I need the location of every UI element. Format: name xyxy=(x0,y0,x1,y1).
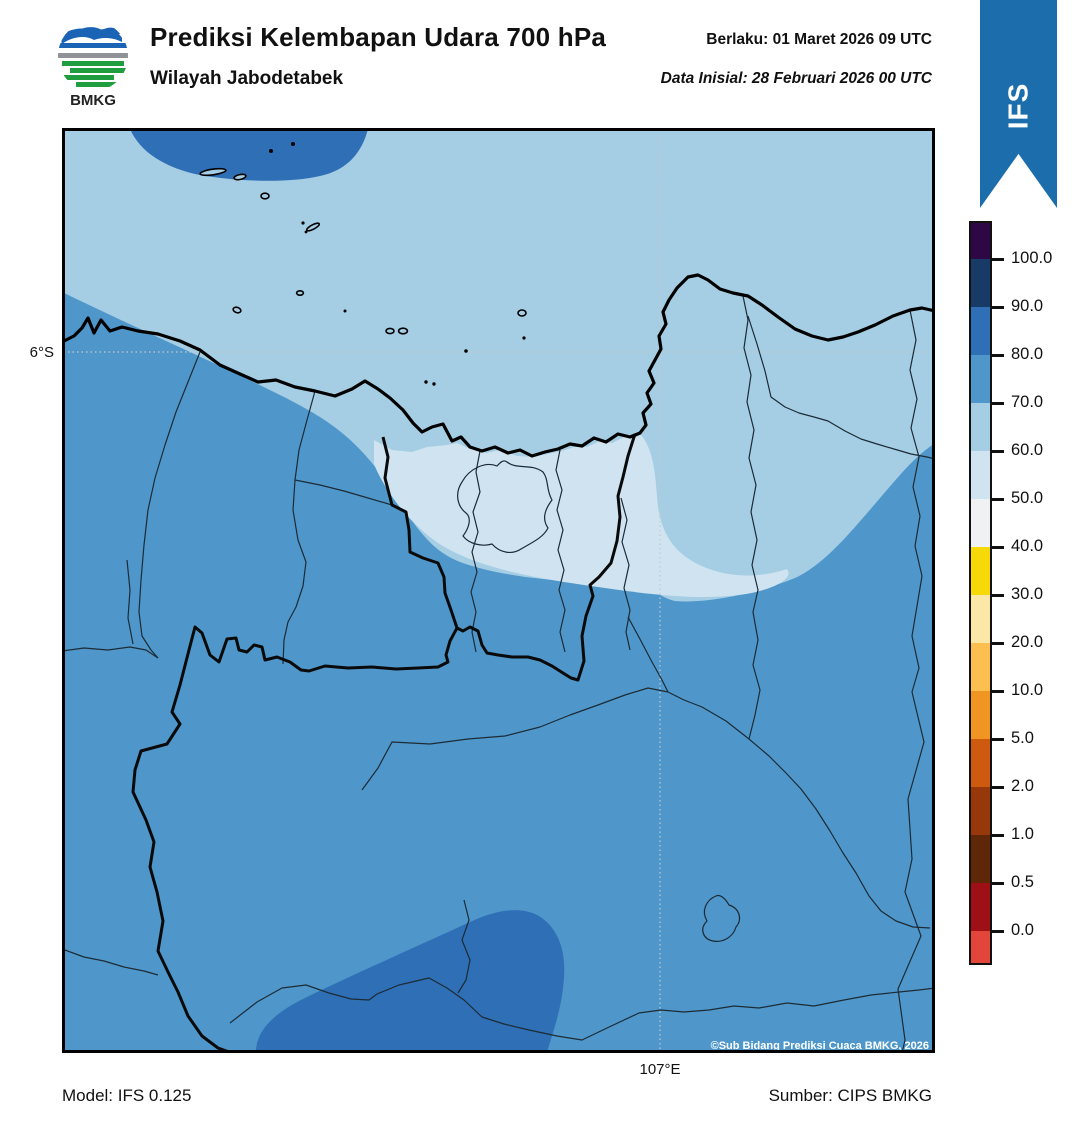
humidity-region-80-90-top xyxy=(130,129,368,181)
colorbar-tick-label: 2.0 xyxy=(1011,777,1034,795)
colorbar-tick xyxy=(992,497,1004,501)
colorbar-tick xyxy=(992,545,1004,549)
colorbar-scale: 100.0 90.0 80.0 70.0 60.0 50.0 40.0 30.0 20.0 10.… xyxy=(992,221,1081,965)
colorbar-tick-label: 0.5 xyxy=(1011,873,1034,891)
province-boundaries-thick xyxy=(131,433,637,1053)
humidity-region-80-90-bottom xyxy=(256,910,565,1052)
colorbar-tick xyxy=(992,257,1004,261)
banten-westjava-boundary xyxy=(131,625,459,1053)
valid-time-label: Berlaku: 01 Maret 2026 09 UTC xyxy=(706,31,932,48)
colorbar-segment-20-30 xyxy=(971,595,990,643)
colorbar-tick-label: 30.0 xyxy=(1011,585,1044,603)
colorbar-tick xyxy=(992,353,1004,357)
colorbar-tick xyxy=(992,305,1004,309)
colorbar-segment-10-20 xyxy=(971,643,990,691)
colorbar-segment-2-5 xyxy=(971,739,990,787)
jakarta-boundary xyxy=(381,433,637,682)
graticule xyxy=(63,129,934,1052)
islands xyxy=(199,167,527,335)
colorbar-tick-label: 40.0 xyxy=(1011,537,1044,555)
map-border xyxy=(62,128,935,1053)
colorbar-segment-60-70 xyxy=(971,403,990,451)
colorbar-tick-label: 20.0 xyxy=(1011,633,1044,651)
colorbar-tick-label: 0.0 xyxy=(1011,921,1034,939)
page-subtitle: Wilayah Jabodetabek xyxy=(150,68,344,89)
ifs-ribbon-text: IFS xyxy=(1002,82,1034,130)
source-label: Sumber: CIPS BMKG xyxy=(768,1086,932,1105)
colorbar-tick-label: 5.0 xyxy=(1011,729,1034,747)
map-canvas: ©Sub Bidang Prediksi Cuaca BMKG, 2026 xyxy=(62,128,935,1053)
colorbar-tick-label: 50.0 xyxy=(1011,489,1044,507)
colorbar-segment-1-2 xyxy=(971,787,990,835)
colorbar-segment-50-60 xyxy=(971,451,990,499)
colorbar-tick xyxy=(992,449,1004,453)
colorbar-segment-80-90 xyxy=(971,307,990,355)
colorbar-tick xyxy=(992,881,1004,885)
colorbar-tick xyxy=(992,593,1004,597)
page-title: Prediksi Kelembapan Udara 700 hPa xyxy=(150,22,607,52)
bmkg-logo: BMKG xyxy=(58,21,128,108)
colorbar-tick-label: 60.0 xyxy=(1011,441,1044,459)
colorbar-tick-label: 10.0 xyxy=(1011,681,1044,699)
bmkg-logo-text: BMKG xyxy=(70,92,116,108)
colorbar-segment-70-80 xyxy=(971,355,990,403)
colorbar-tick xyxy=(992,689,1004,693)
colorbar-segments xyxy=(969,221,992,965)
admin-boundaries-thin xyxy=(62,295,935,1053)
colorbar-segment->100 xyxy=(971,223,990,259)
colorbar-tick-label: 100.0 xyxy=(1011,249,1053,267)
colorbar-segment-40-50 xyxy=(971,499,990,547)
colorbar-tick-label: 80.0 xyxy=(1011,345,1044,363)
longitude-tick-label: 107°E xyxy=(639,1061,681,1078)
colorbar-tick xyxy=(992,737,1004,741)
colorbar-tick xyxy=(992,401,1004,405)
colorbar-tick-label: 70.0 xyxy=(1011,393,1044,411)
colorbar-segment-0.5-1 xyxy=(971,835,990,883)
colorbar-segment-30-40 xyxy=(971,547,990,595)
colorbar-segment-5-10 xyxy=(971,691,990,739)
humidity-region-50-60 xyxy=(374,435,789,598)
colorbar-segment-<0 xyxy=(971,931,990,963)
islets xyxy=(269,142,526,386)
humidity-region-70-80 xyxy=(62,292,935,1053)
latitude-tick-label: 6°S xyxy=(29,344,54,361)
ifs-ribbon: IFS xyxy=(980,0,1057,208)
initial-time-label: Data Inisial: 28 Februari 2026 00 UTC xyxy=(660,70,932,87)
coastline xyxy=(62,273,935,458)
colorbar-tick-label: 1.0 xyxy=(1011,825,1034,843)
colorbar-segment-90-100 xyxy=(971,259,990,307)
colorbar-segment-0-0.5 xyxy=(971,883,990,931)
map-copyright: ©Sub Bidang Prediksi Cuaca BMKG, 2026 xyxy=(711,1040,929,1052)
colorbar-tick xyxy=(992,785,1004,789)
colorbar-tick xyxy=(992,929,1004,933)
colorbar-tick-label: 90.0 xyxy=(1011,297,1044,315)
colorbar-tick xyxy=(992,641,1004,645)
model-label: Model: IFS 0.125 xyxy=(62,1086,192,1105)
colorbar-tick xyxy=(992,833,1004,837)
